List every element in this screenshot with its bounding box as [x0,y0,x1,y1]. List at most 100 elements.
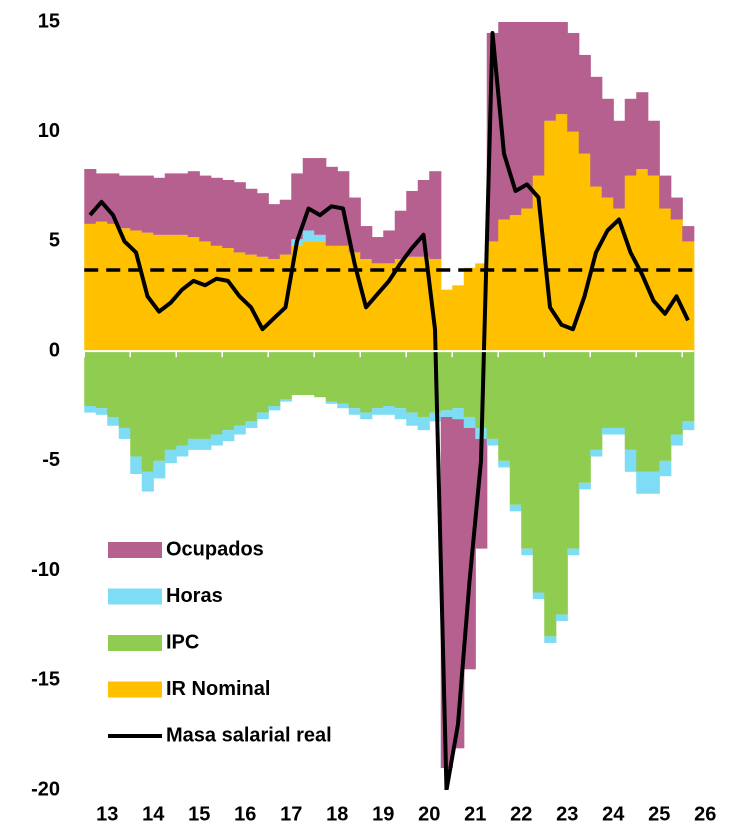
bar-segment [670,351,683,435]
y-tick-label: 10 [38,120,60,142]
bar-segment [394,258,407,352]
bar-segment [440,351,453,411]
bar-segment [624,98,637,176]
bar-segment [279,351,292,400]
bar-segment [509,215,522,352]
bar-segment [383,406,396,415]
bar-segment [371,408,384,415]
bar-segment [256,193,269,257]
bar-segment [647,471,660,494]
bar-segment [613,427,626,435]
bar-segment [371,351,384,409]
x-tick-label: 18 [326,803,348,825]
bar-segment [613,351,626,428]
bar-segment [176,445,189,457]
bar-segment [636,169,649,352]
bar-segment [325,401,338,404]
bar-segment [659,460,672,477]
legend-swatch [108,681,162,698]
bar-segment [613,120,626,209]
bar-segment [521,22,534,209]
bar-segment [233,252,246,352]
bar-segment [187,237,200,352]
bar-segment [394,210,407,259]
bar-segment [498,351,511,461]
bar-segment [532,592,545,600]
bar-segment [532,351,545,593]
bar-segment [682,421,695,431]
bar-segment [95,221,108,352]
bar-segment [509,22,522,216]
bar-segment [164,449,177,464]
bar-segment [406,351,419,413]
bar-segment [314,241,327,352]
x-tick-label: 13 [96,803,118,825]
bar-segment [107,416,120,426]
bar-segment [555,351,568,615]
bar-segment [141,471,154,492]
bar-segment [659,208,672,352]
y-tick-label: -20 [31,778,60,800]
bar-segment [624,449,637,472]
bar-segment [360,412,373,420]
bar-segment [199,175,212,242]
y-tick-label: 15 [38,10,60,32]
bar-segment [624,351,637,450]
bar-segment [521,208,534,352]
bar-segment [486,438,499,446]
bar-segment [107,351,120,417]
bar-segment [406,256,419,352]
bar-segment [337,403,350,409]
bar-segment [555,614,568,622]
bar-segment [245,351,258,422]
bar-segment [670,434,683,446]
bar-segment [337,245,350,352]
bar-segment [187,171,200,238]
legend-label: IR Nominal [166,678,270,700]
bar-segment [555,114,568,352]
bar-segment [544,22,557,121]
bar-segment [360,351,373,413]
x-tick-label: 24 [602,803,625,825]
x-tick-label: 26 [694,803,716,825]
bar-segment [647,120,660,176]
legend-label: Ocupados [166,538,264,560]
bar-segment [291,173,304,240]
bar-segment [440,410,453,417]
bar-segment [176,351,189,446]
bar-segment [130,351,143,457]
bar-segment [682,241,695,352]
bar-segment [590,351,603,450]
plot-area [84,22,695,790]
bar-segment [371,263,384,352]
bar-segment [222,179,235,249]
bar-segment [383,230,396,264]
bar-segment [233,182,246,253]
bar-segment [222,248,235,352]
bar-segment [682,351,695,422]
bar-segment [302,241,315,352]
bar-segment [268,258,281,352]
x-tick-label: 15 [188,803,210,825]
bar-segment [95,351,108,409]
bar-segment [130,456,143,475]
x-tick-label: 14 [142,803,165,825]
bar-segment [314,158,327,235]
bar-segment [486,351,499,439]
x-tick-label: 20 [418,803,440,825]
bar-segment [348,351,361,409]
bar-segment [233,351,246,426]
bar-segment [95,408,108,415]
bar-segment [406,412,419,426]
bar-segment [463,416,476,428]
bar-segment [176,173,189,235]
y-tick-label: 0 [49,339,60,361]
bar-segment [118,427,131,439]
bar-segment [417,351,430,417]
y-tick-label: -5 [42,449,60,471]
bar-segment [498,460,511,468]
bar-segment [417,256,430,352]
legend-swatch [108,588,162,605]
bar-segment [567,548,580,556]
